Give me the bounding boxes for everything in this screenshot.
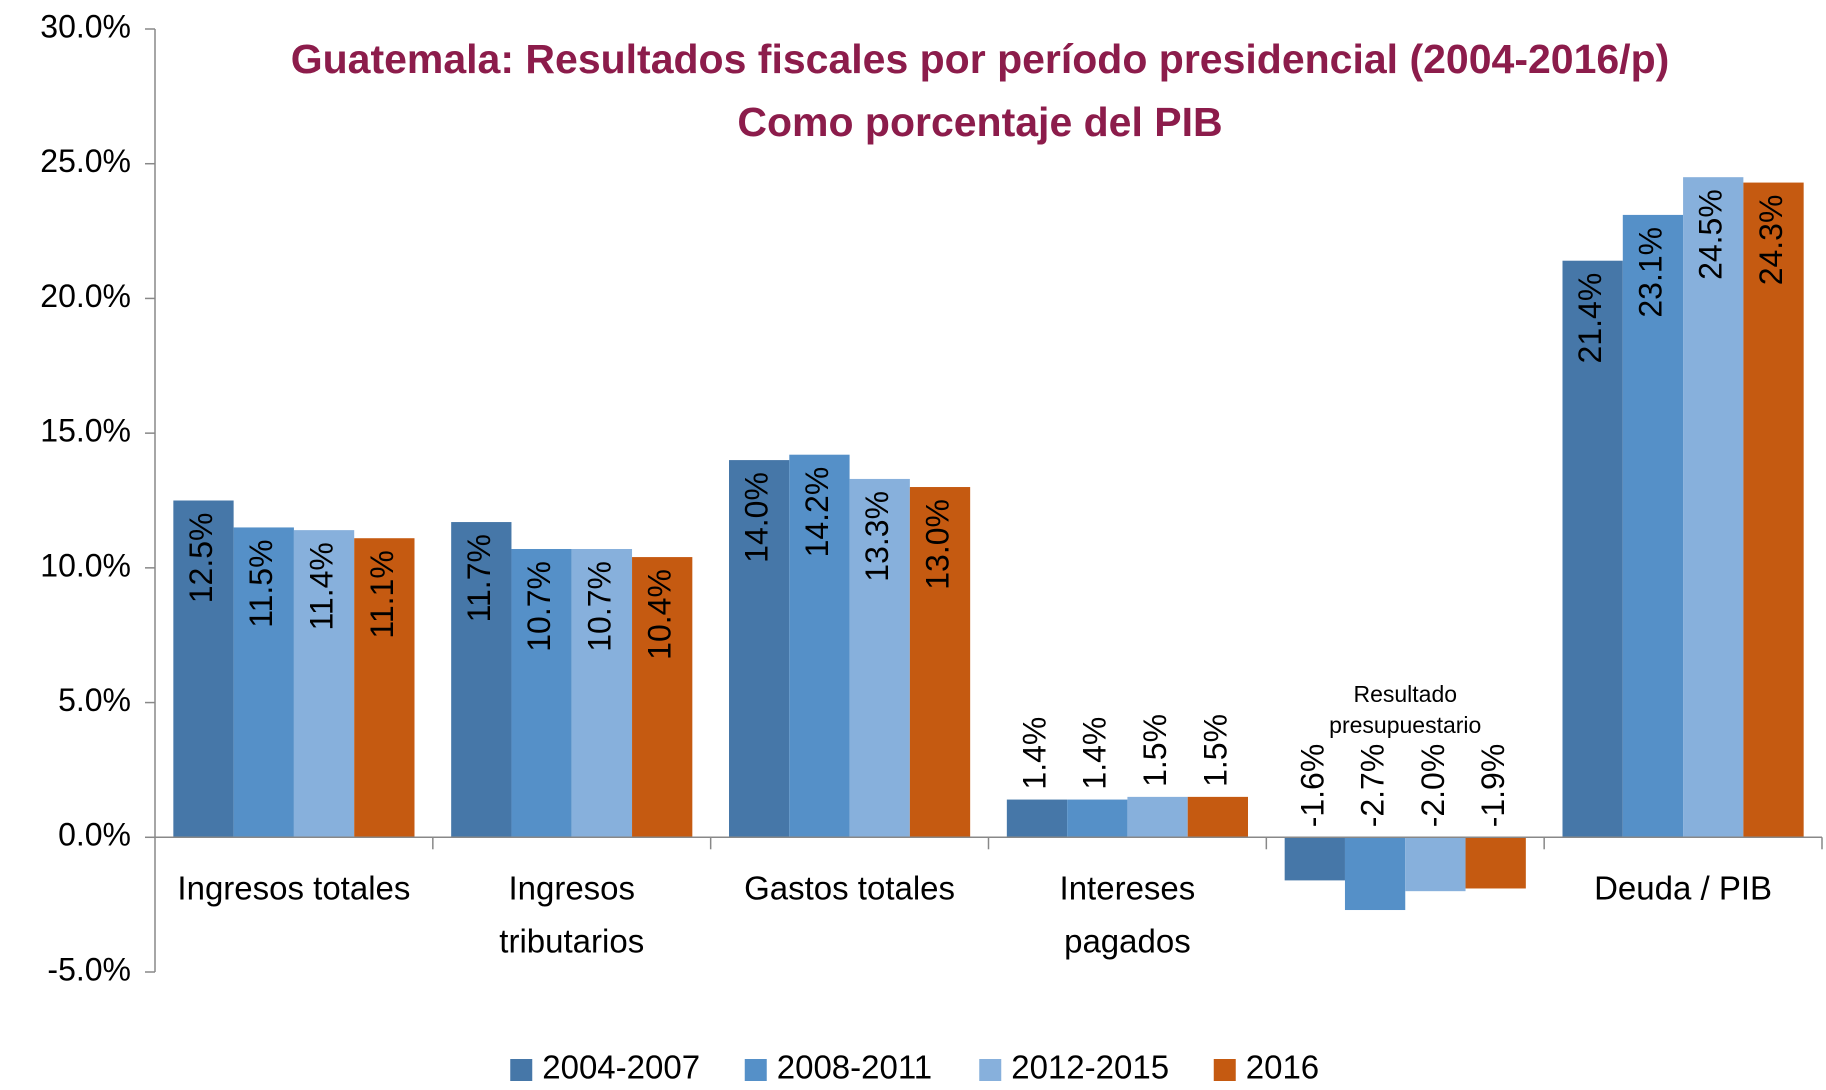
bar [233,527,294,838]
bar [1405,837,1466,892]
y-tick-label: 30.0% [40,8,131,44]
bar [909,487,971,838]
y-tick-label: -5.0% [47,951,131,987]
data-label: 11.7% [461,534,497,622]
bar [1127,796,1188,838]
data-label: 13.3% [859,491,895,582]
bar [632,557,693,838]
legend-label: 2004-2007 [542,1049,700,1086]
x-tick-label: Intereses [1060,870,1196,907]
bar [571,548,633,838]
y-tick-label: 25.0% [40,143,131,179]
category-label: Resultado [1353,681,1457,707]
data-label: 10.7% [581,561,617,652]
data-label: -2.7% [1355,744,1391,828]
x-tick-label: Gastos totales [744,870,955,907]
bar [1562,260,1623,838]
bar [1743,182,1804,838]
data-label: 11.1% [364,550,400,638]
bar [1344,837,1406,911]
data-label: 13.0% [919,499,955,590]
legend-label: 2008-2011 [777,1049,932,1086]
y-tick-label: 15.0% [40,413,131,449]
data-label: 1.4% [1077,717,1113,790]
legend-swatch [1213,1059,1236,1081]
bar [849,478,910,838]
bar [729,460,790,838]
data-label: 24.5% [1693,189,1729,280]
x-tick-label: Ingresos [508,870,635,907]
bar [354,538,415,838]
data-label: 1.4% [1016,717,1052,790]
data-label: 10.4% [642,569,678,660]
bar [1067,799,1128,838]
bar [789,454,850,838]
bar [1622,214,1684,838]
data-label: 1.5% [1197,714,1233,787]
y-tick-label: 0.0% [58,817,131,853]
bar [173,500,234,838]
bar [1284,837,1345,881]
legend-swatch [744,1059,767,1081]
data-label: 21.4% [1572,273,1608,364]
bar [1187,796,1248,838]
x-tick-label: tributarios [499,923,644,960]
data-label: 23.1% [1632,227,1668,318]
x-tick-label: Deuda / PIB [1594,870,1772,907]
data-label: 24.3% [1753,195,1789,286]
data-label: 14.2% [799,467,835,558]
x-tick-label: Ingresos totales [177,870,410,907]
bar [511,548,572,838]
y-tick-label: 5.0% [58,682,131,718]
legend-label: 2012-2015 [1011,1049,1169,1086]
data-label: 14.0% [739,472,775,563]
chart-subtitle: Como porcentaje del PIB [737,99,1222,145]
bar [1006,799,1068,838]
x-tick-label: pagados [1064,923,1191,960]
bar [293,530,355,838]
category-label: presupuestario [1329,712,1481,738]
legend-label: 2016 [1246,1049,1319,1086]
chart-title: Guatemala: Resultados fiscales por perío… [291,36,1670,82]
legend-swatch [510,1059,533,1081]
data-label: 11.5% [243,539,279,627]
bar [1683,177,1744,838]
data-label: 1.5% [1137,714,1173,787]
data-label: -1.9% [1475,744,1511,828]
data-label: -1.6% [1294,744,1330,828]
data-label: 11.4% [304,542,340,630]
data-label: 10.7% [521,561,557,652]
data-label: 12.5% [183,513,219,604]
data-label: -2.0% [1415,744,1451,828]
y-tick-label: 20.0% [40,278,131,314]
legend-swatch [979,1059,1002,1081]
y-tick-label: 10.0% [40,547,131,583]
bar [451,522,512,838]
bar [1465,837,1526,889]
